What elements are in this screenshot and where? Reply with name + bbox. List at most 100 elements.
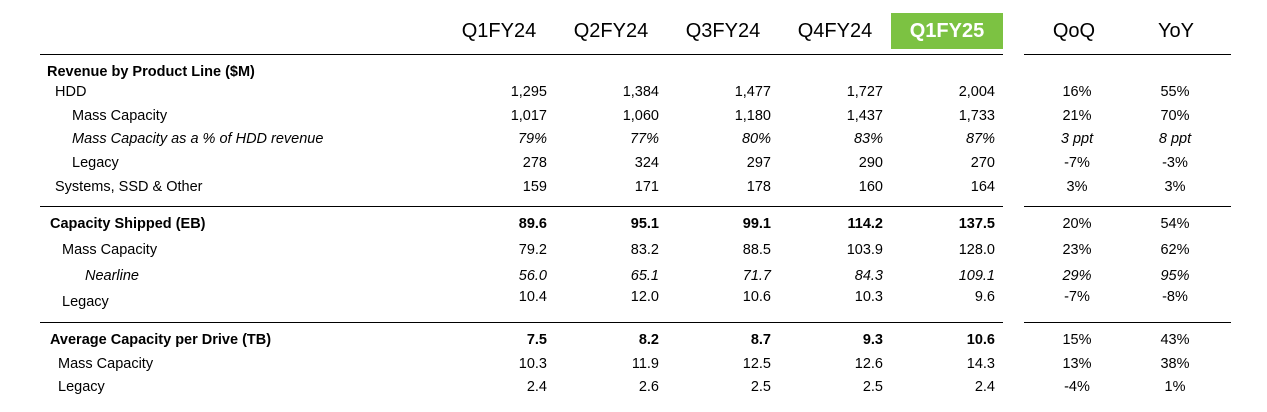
- cell-value: 12.0: [630, 289, 659, 305]
- row-label: Mass Capacity: [72, 108, 168, 124]
- col-header-q4fy24: Q4FY24: [797, 20, 873, 42]
- cell-value: 1,017: [510, 108, 547, 124]
- cell-value: 83.2: [630, 242, 659, 258]
- col-header-q3fy24: Q3FY24: [685, 20, 761, 42]
- col-header-q2fy24: Q2FY24: [573, 20, 649, 42]
- cell-value: 103.9: [846, 242, 883, 258]
- row-label: Legacy: [62, 294, 109, 310]
- cell-value: 9.6: [974, 289, 995, 305]
- divider-line: [40, 206, 1003, 207]
- divider-line: [40, 322, 1003, 323]
- row-label: Mass Capacity as a % of HDD revenue: [72, 131, 324, 147]
- col-header-q1fy25-highlighted: Q1FY25: [891, 13, 1003, 49]
- cell-value: 8.7: [750, 332, 771, 348]
- section-title: Capacity Shipped (EB): [50, 216, 206, 232]
- cell-value: 1,295: [510, 84, 547, 100]
- divider-line: [40, 54, 1003, 55]
- cell-value: 79.2: [518, 242, 547, 258]
- cell-qoq: 29%: [1062, 268, 1092, 284]
- col-header-qoq: QoQ: [1052, 20, 1096, 42]
- cell-value: 10.3: [518, 356, 547, 372]
- cell-qoq: 20%: [1062, 216, 1092, 232]
- row-label: Mass Capacity: [58, 356, 154, 372]
- cell-value: 164: [970, 179, 995, 195]
- cell-value: 10.3: [854, 289, 883, 305]
- cell-value: 2.4: [974, 379, 995, 395]
- cell-value: 1,727: [846, 84, 883, 100]
- cell-value: 83%: [853, 131, 883, 147]
- cell-value: 159: [522, 179, 547, 195]
- cell-qoq: -7%: [1064, 289, 1090, 305]
- cell-value: 270: [970, 155, 995, 171]
- cell-value: 80%: [741, 131, 771, 147]
- cell-value: 297: [746, 155, 771, 171]
- cell-yoy: 3%: [1164, 179, 1186, 195]
- cell-yoy: 62%: [1160, 242, 1190, 258]
- cell-value: 178: [746, 179, 771, 195]
- cell-qoq: 16%: [1062, 84, 1092, 100]
- row-label: Mass Capacity: [62, 242, 158, 258]
- cell-value: 1,180: [734, 108, 771, 124]
- row-label: HDD: [55, 84, 87, 100]
- section-title: Average Capacity per Drive (TB): [50, 332, 272, 348]
- cell-qoq: 3%: [1066, 179, 1088, 195]
- cell-value: 171: [634, 179, 659, 195]
- cell-value: 10.6: [742, 289, 771, 305]
- cell-value: 1,733: [958, 108, 995, 124]
- row-label: Legacy: [72, 155, 119, 171]
- cell-value: 278: [522, 155, 547, 171]
- row-label: Legacy: [58, 379, 105, 395]
- cell-value: 12.5: [742, 356, 771, 372]
- cell-value: 65.1: [630, 268, 659, 284]
- col-header-q1fy24: Q1FY24: [461, 20, 537, 42]
- cell-qoq: 15%: [1062, 332, 1092, 348]
- section-title: Revenue by Product Line ($M): [47, 64, 255, 80]
- cell-value: 9.3: [862, 332, 883, 348]
- cell-yoy: 38%: [1160, 356, 1190, 372]
- divider-line: [1024, 322, 1231, 323]
- cell-value: 1,477: [734, 84, 771, 100]
- cell-value: 95.1: [630, 216, 659, 232]
- cell-yoy: 95%: [1160, 268, 1190, 284]
- cell-value: 109.1: [958, 268, 995, 284]
- row-label: Nearline: [85, 268, 139, 284]
- cell-qoq: 23%: [1062, 242, 1092, 258]
- cell-value: 12.6: [854, 356, 883, 372]
- cell-value: 88.5: [742, 242, 771, 258]
- divider-line: [1024, 54, 1231, 55]
- cell-value: 84.3: [854, 268, 883, 284]
- cell-value: 2.6: [638, 379, 659, 395]
- cell-value: 137.5: [958, 216, 995, 232]
- cell-qoq: 13%: [1062, 356, 1092, 372]
- cell-value: 1,384: [622, 84, 659, 100]
- cell-value: 2,004: [958, 84, 995, 100]
- cell-value: 2.5: [750, 379, 771, 395]
- cell-yoy: 54%: [1160, 216, 1190, 232]
- cell-yoy: 43%: [1160, 332, 1190, 348]
- cell-yoy: -8%: [1162, 289, 1188, 305]
- cell-value: 77%: [629, 131, 659, 147]
- cell-value: 2.4: [526, 379, 547, 395]
- cell-value: 1,060: [622, 108, 659, 124]
- cell-value: 2.5: [862, 379, 883, 395]
- cell-qoq: 21%: [1062, 108, 1092, 124]
- cell-value: 290: [858, 155, 883, 171]
- cell-value: 89.6: [518, 216, 547, 232]
- cell-value: 11.9: [631, 356, 659, 372]
- col-header-yoy: YoY: [1158, 20, 1194, 42]
- cell-yoy: 1%: [1164, 379, 1186, 395]
- cell-yoy: 8 ppt: [1158, 131, 1192, 147]
- cell-value: 99.1: [742, 216, 771, 232]
- cell-value: 7.5: [526, 332, 547, 348]
- cell-qoq: -4%: [1064, 379, 1090, 395]
- cell-value: 71.7: [742, 268, 771, 284]
- cell-value: 87%: [965, 131, 995, 147]
- cell-value: 128.0: [958, 242, 995, 258]
- cell-value: 324: [634, 155, 659, 171]
- cell-qoq: 3 ppt: [1060, 131, 1094, 147]
- cell-yoy: 70%: [1160, 108, 1190, 124]
- row-label: Systems, SSD & Other: [55, 179, 203, 195]
- cell-value: 114.2: [847, 216, 884, 232]
- cell-yoy: -3%: [1162, 155, 1188, 171]
